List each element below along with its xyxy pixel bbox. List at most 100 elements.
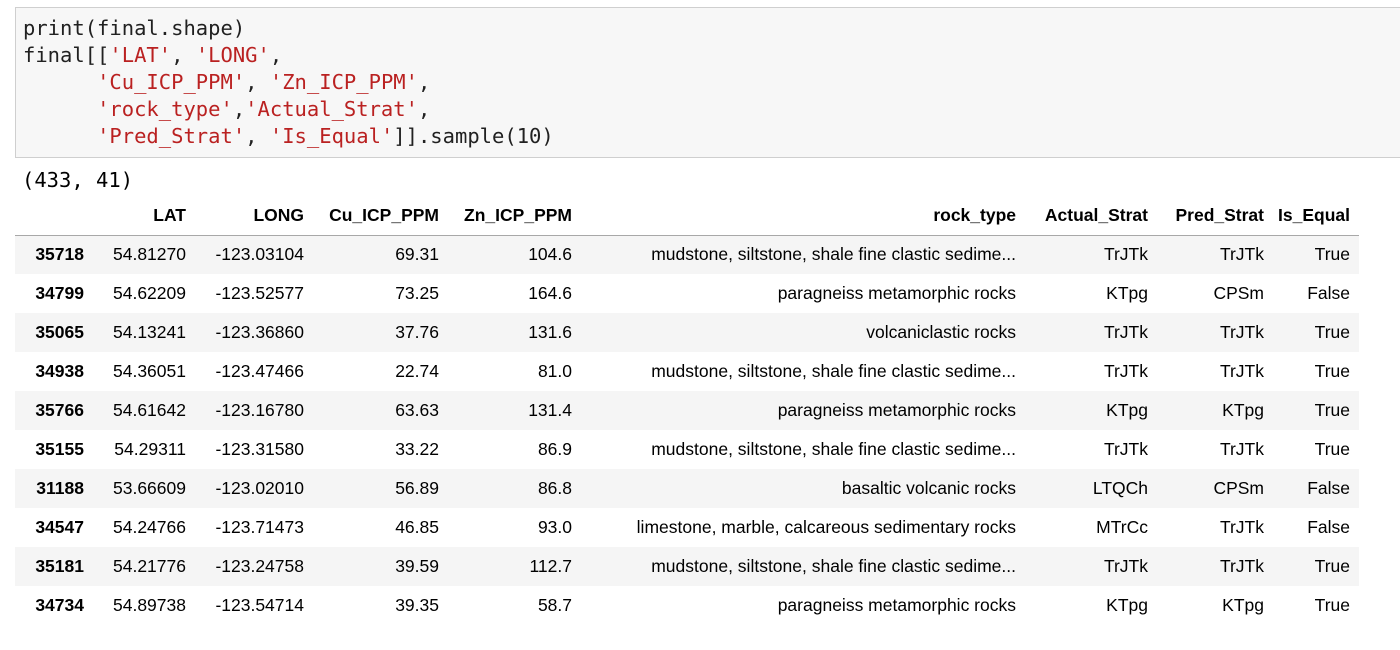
code-string-token: 'LONG': [195, 43, 270, 67]
lat-cell: 53.66609: [113, 478, 186, 498]
code-token: ,: [232, 97, 246, 121]
table-header-row: LAT LONG Cu_ICP_PPM Zn_ICP_PPM rock_type…: [15, 197, 1359, 235]
actual-strat-cell: LTQCh: [1092, 478, 1148, 498]
code-string-token: 'Is_Equal': [269, 124, 394, 148]
code-token: print(final.shape): [23, 16, 246, 40]
zn-icp-ppm-cell: 131.4: [528, 400, 572, 420]
lat-cell: 54.29311: [114, 439, 186, 459]
code-line: 'Pred_Strat', 'Is_Equal']].sample(10): [23, 123, 554, 150]
actual-strat-cell: KTpg: [1106, 283, 1148, 303]
actual-strat-cell: MTrCc: [1096, 517, 1148, 537]
lat-cell: 54.13241: [113, 322, 186, 342]
zn-icp-ppm-cell: 164.6: [528, 283, 572, 303]
long-cell: -123.31580: [215, 439, 304, 459]
is-equal-cell: True: [1314, 244, 1350, 265]
zn-icp-ppm-cell: 86.8: [537, 478, 572, 498]
row-index: 35766: [35, 400, 84, 420]
rock-type-cell: volcaniclastic rocks: [866, 322, 1016, 342]
cu-icp-ppm-cell: 63.63: [395, 400, 439, 420]
code-token: ]].sample(10): [393, 124, 554, 148]
column-header-pred-strat: Pred_Strat: [1175, 205, 1264, 226]
pred-strat-cell: TrJTk: [1219, 322, 1264, 342]
table-body: 35718 54.81270 -123.03104 69.31 104.6 mudston…: [15, 235, 1359, 625]
is-equal-cell: True: [1314, 400, 1350, 420]
table-row: 35065 54.13241 -123.36860 37.76 131.6 volcani…: [15, 313, 1359, 352]
code-token: [23, 70, 97, 94]
table-row: 35766 54.61642 -123.16780 63.63 131.4 paragne…: [15, 391, 1359, 430]
rock-type-cell: paragneiss metamorphic rocks: [777, 595, 1016, 615]
lat-cell: 54.24766: [113, 517, 186, 537]
column-header-lat: LAT: [153, 205, 186, 226]
is-equal-cell: True: [1314, 595, 1350, 615]
pred-strat-cell: CPSm: [1213, 478, 1264, 498]
code-token: ,: [245, 124, 270, 148]
code-token: [23, 97, 97, 121]
zn-icp-ppm-cell: 104.6: [528, 244, 572, 265]
code-line: 'Cu_ICP_PPM', 'Zn_ICP_PPM',: [23, 69, 430, 96]
lat-cell: 54.62209: [113, 283, 186, 303]
row-index: 35181: [35, 556, 84, 576]
pred-strat-cell: TrJTk: [1219, 244, 1264, 265]
long-cell: -123.24758: [215, 556, 304, 576]
row-index: 34547: [35, 517, 84, 537]
code-line: print(final.shape): [23, 15, 245, 42]
cu-icp-ppm-cell: 46.85: [395, 517, 439, 537]
rock-type-cell: paragneiss metamorphic rocks: [777, 400, 1016, 420]
is-equal-cell: True: [1314, 322, 1350, 342]
row-index: 35155: [35, 439, 84, 459]
cu-icp-ppm-cell: 39.59: [395, 556, 439, 576]
row-index: 35718: [35, 244, 84, 265]
pred-strat-cell: KTpg: [1222, 595, 1264, 615]
pred-strat-cell: CPSm: [1213, 283, 1264, 303]
pred-strat-cell: TrJTk: [1219, 556, 1264, 576]
cu-icp-ppm-cell: 39.35: [395, 595, 439, 615]
pred-strat-cell: KTpg: [1222, 400, 1264, 420]
actual-strat-cell: KTpg: [1106, 595, 1148, 615]
dataframe-table: LAT LONG Cu_ICP_PPM Zn_ICP_PPM rock_type…: [15, 197, 1359, 625]
code-line: final[['LAT', 'LONG',: [23, 42, 282, 69]
code-cell[interactable]: print(final.shape) final[['LAT', 'LONG', …: [15, 7, 1400, 158]
row-index: 35065: [35, 322, 84, 342]
column-header-actual-strat: Actual_Strat: [1044, 205, 1148, 226]
lat-cell: 54.81270: [113, 244, 186, 265]
long-cell: -123.02010: [215, 478, 304, 498]
actual-strat-cell: TrJTk: [1103, 244, 1148, 265]
pred-strat-cell: TrJTk: [1219, 361, 1264, 381]
code-string-token: 'rock_type': [97, 97, 233, 121]
zn-icp-ppm-cell: 81.0: [537, 361, 572, 381]
code-string-token: 'Actual_Strat': [245, 97, 418, 121]
table-row: 34799 54.62209 -123.52577 73.25 164.6 paragne…: [15, 274, 1359, 313]
code-token: ,: [171, 43, 196, 67]
long-cell: -123.71473: [215, 517, 304, 537]
actual-strat-cell: TrJTk: [1103, 322, 1148, 342]
code-token: ,: [417, 97, 431, 121]
row-index: 31188: [36, 478, 84, 498]
long-cell: -123.36860: [215, 322, 304, 342]
actual-strat-cell: TrJTk: [1103, 439, 1148, 459]
cu-icp-ppm-cell: 73.25: [395, 283, 439, 303]
zn-icp-ppm-cell: 131.6: [528, 322, 572, 342]
long-cell: -123.54714: [215, 595, 304, 615]
column-header-zn-icp-ppm: Zn_ICP_PPM: [464, 205, 572, 226]
lat-cell: 54.89738: [113, 595, 186, 615]
zn-icp-ppm-cell: 86.9: [537, 439, 572, 459]
is-equal-cell: False: [1307, 478, 1350, 498]
is-equal-cell: True: [1314, 556, 1350, 576]
column-header-cu-icp-ppm: Cu_ICP_PPM: [329, 205, 439, 226]
rock-type-cell: mudstone, siltstone, shale fine clastic …: [651, 439, 1016, 459]
row-index: 34734: [35, 595, 84, 615]
long-cell: -123.52577: [215, 283, 304, 303]
actual-strat-cell: TrJTk: [1103, 556, 1148, 576]
column-header-rock-type: rock_type: [933, 205, 1016, 226]
code-string-token: 'LAT': [109, 43, 172, 67]
pred-strat-cell: TrJTk: [1219, 439, 1264, 459]
lat-cell: 54.61642: [113, 400, 186, 420]
row-index: 34938: [35, 361, 84, 381]
rock-type-cell: basaltic volcanic rocks: [841, 478, 1016, 498]
code-string-token: 'Cu_ICP_PPM': [97, 70, 246, 94]
actual-strat-cell: KTpg: [1106, 400, 1148, 420]
column-header-index: [15, 197, 93, 235]
lat-cell: 54.21776: [113, 556, 186, 576]
rock-type-cell: mudstone, siltstone, shale fine clastic …: [651, 556, 1016, 576]
code-token: ,: [245, 70, 270, 94]
